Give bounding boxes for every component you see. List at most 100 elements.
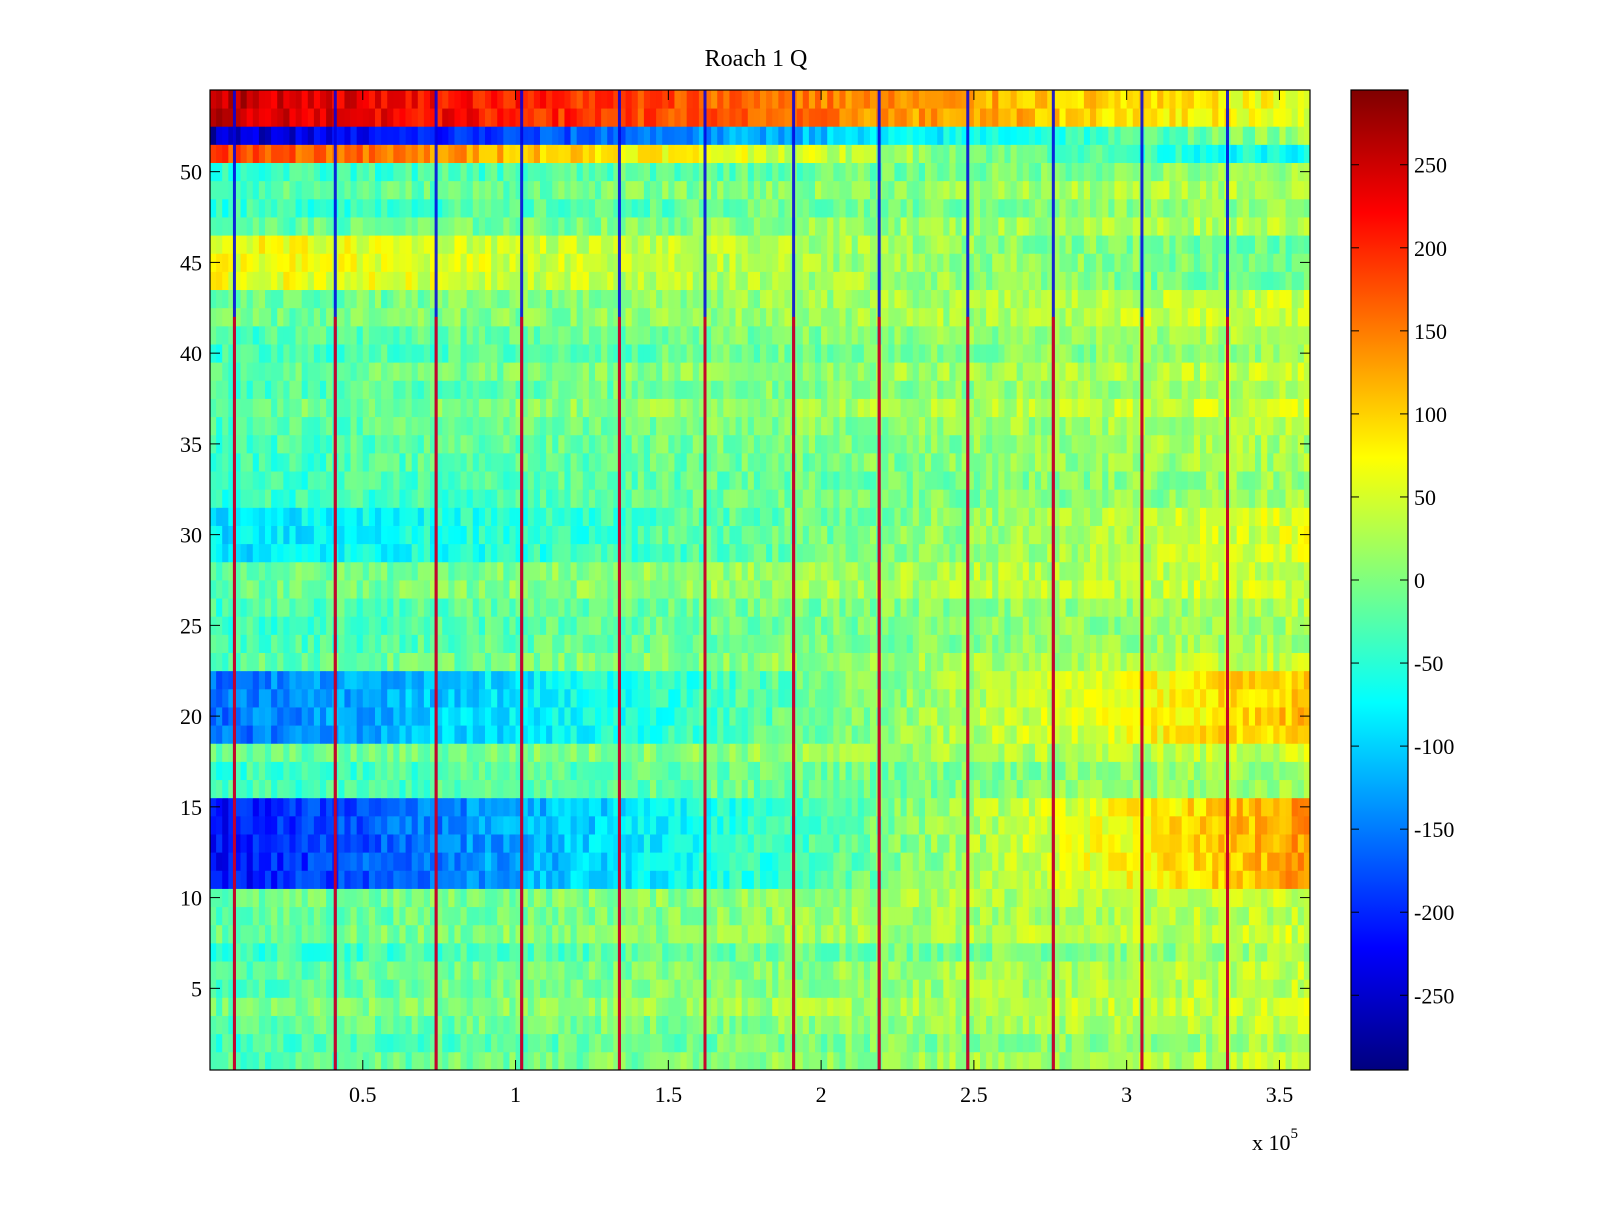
heatmap-cell xyxy=(399,942,406,962)
heatmap-cell xyxy=(973,942,981,962)
heatmap-cell xyxy=(980,743,987,762)
heatmap-cell xyxy=(808,797,816,817)
heatmap-cell xyxy=(320,688,327,708)
heatmap-cell xyxy=(674,688,681,708)
heatmap-cell xyxy=(815,1033,822,1053)
heatmap-cell xyxy=(1261,652,1268,672)
heatmap-cell xyxy=(1261,1015,1268,1035)
heatmap-cell xyxy=(362,779,370,799)
heatmap-cell xyxy=(430,725,437,744)
heatmap-cell xyxy=(686,1051,694,1071)
heatmap-cell xyxy=(497,779,504,799)
heatmap-cell xyxy=(540,580,547,599)
heatmap-cell xyxy=(698,997,706,1016)
heatmap-cell xyxy=(839,725,846,744)
heatmap-cell xyxy=(1022,634,1030,653)
heatmap-cell xyxy=(992,598,999,617)
heatmap-cell xyxy=(368,761,376,781)
heatmap-cell xyxy=(1028,688,1036,708)
heatmap-cell xyxy=(784,688,791,708)
heatmap-cell xyxy=(870,1033,877,1053)
heatmap-cell xyxy=(766,870,773,889)
heatmap-cell xyxy=(967,743,975,762)
heatmap-cell xyxy=(576,634,584,653)
heatmap-cell xyxy=(808,634,816,653)
heatmap-cell xyxy=(980,652,987,672)
heatmap-cell xyxy=(717,580,724,599)
heatmap-cell xyxy=(705,670,712,690)
heatmap-cell xyxy=(527,761,535,781)
heatmap-cell xyxy=(827,924,834,944)
heatmap-cell xyxy=(234,924,241,944)
heatmap-cell xyxy=(472,670,480,690)
heatmap-cell xyxy=(381,815,388,835)
heatmap-cell xyxy=(1187,870,1195,889)
heatmap-cell xyxy=(1016,725,1024,744)
heatmap-cell xyxy=(448,761,455,781)
heatmap-cell xyxy=(943,779,950,799)
heatmap-cell xyxy=(252,888,260,908)
heatmap-cell xyxy=(1016,761,1024,781)
heatmap-cell xyxy=(1163,852,1170,871)
heatmap-cell xyxy=(472,725,480,744)
heatmap-cell xyxy=(821,961,828,980)
heatmap-cell xyxy=(283,852,290,871)
heatmap-cell xyxy=(674,852,681,871)
heatmap-cell xyxy=(478,870,486,889)
heatmap-cell xyxy=(747,616,755,635)
heatmap-cell xyxy=(1230,761,1238,781)
heatmap-cell xyxy=(564,1051,571,1071)
heatmap-cell xyxy=(228,616,235,635)
heatmap-cell xyxy=(1028,761,1036,781)
heatmap-cell xyxy=(381,707,388,726)
heatmap-cell xyxy=(582,997,590,1016)
heatmap-cell xyxy=(1096,652,1103,672)
heatmap-cell xyxy=(582,815,590,835)
heatmap-cell xyxy=(1114,870,1121,889)
heatmap-cell xyxy=(1297,598,1305,617)
heatmap-cell xyxy=(723,997,730,1016)
heatmap-cell xyxy=(656,707,663,726)
heatmap-cell xyxy=(466,1033,474,1053)
heatmap-cell xyxy=(637,779,645,799)
heatmap-cell xyxy=(1181,888,1189,908)
heatmap-cell xyxy=(625,961,633,980)
heatmap-cell xyxy=(1212,1051,1219,1071)
heatmap-cell xyxy=(509,834,516,853)
heatmap-cell xyxy=(973,688,981,708)
heatmap-cell xyxy=(601,707,608,726)
heatmap-cell xyxy=(491,815,498,835)
heatmap-cell xyxy=(540,815,547,835)
heatmap-cell xyxy=(1010,979,1018,998)
heatmap-cell xyxy=(497,634,504,653)
heatmap-cell xyxy=(723,924,730,944)
heatmap-cell xyxy=(1273,580,1280,599)
heatmap-cell xyxy=(1102,834,1109,853)
heatmap-cell xyxy=(460,797,468,817)
heatmap-cell xyxy=(802,797,810,817)
heatmap-cell xyxy=(851,634,859,653)
heatmap-cell xyxy=(564,997,571,1016)
heatmap-cell xyxy=(1016,707,1024,726)
heatmap-cell xyxy=(747,761,755,781)
heatmap-cell xyxy=(662,870,669,889)
heatmap-cell xyxy=(607,652,614,672)
heatmap-cell xyxy=(1230,743,1238,762)
heatmap-cell xyxy=(949,942,956,962)
heatmap-cell xyxy=(1193,870,1201,889)
heatmap-cell xyxy=(271,924,278,944)
heatmap-cell xyxy=(1273,634,1280,653)
heatmap-cell xyxy=(1035,761,1042,781)
heatmap-cell xyxy=(595,1051,602,1071)
heatmap-cell xyxy=(1053,598,1060,617)
heatmap-cell xyxy=(943,598,950,617)
heatmap-cell xyxy=(405,979,413,998)
heatmap-cell xyxy=(961,870,969,889)
heatmap-cell xyxy=(588,580,596,599)
heatmap-cell xyxy=(466,598,474,617)
heatmap-cell xyxy=(350,961,358,980)
heatmap-cell xyxy=(1200,1051,1207,1071)
heatmap-cell xyxy=(497,870,504,889)
heatmap-cell xyxy=(980,688,987,708)
heatmap-cell xyxy=(1114,979,1121,998)
